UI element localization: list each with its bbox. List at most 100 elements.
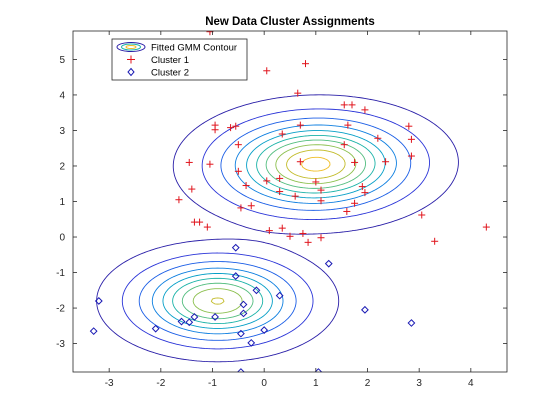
cluster1-point <box>296 121 304 129</box>
cluster1-point <box>227 124 235 132</box>
cluster1-point <box>265 227 273 235</box>
cluster2-point <box>177 317 186 326</box>
y-tick-label: -2 <box>56 304 65 315</box>
cluster1-point <box>482 223 490 231</box>
cluster1-point <box>317 234 325 242</box>
y-tick-label: 4 <box>59 90 65 101</box>
cluster2-point <box>89 327 98 336</box>
cluster2-point <box>237 329 245 338</box>
cluster1-point <box>232 122 240 130</box>
contour-line <box>172 134 376 325</box>
x-tick-label: -3 <box>105 378 114 389</box>
cluster1-point <box>185 158 193 166</box>
legend-contour-outer <box>116 42 146 52</box>
chart-title: New Data Cluster Assignments <box>205 16 375 28</box>
contour-line <box>192 144 357 314</box>
contour-line <box>96 94 459 363</box>
cluster2-point <box>361 305 369 314</box>
legend-cluster1-marker <box>127 55 135 64</box>
cluster2-point <box>237 368 245 372</box>
cluster1-point <box>361 106 369 114</box>
cluster1-point <box>418 211 426 219</box>
cluster1-point <box>407 152 415 160</box>
cluster1-point <box>304 238 312 246</box>
cluster2-point <box>231 272 240 280</box>
cluster1-point <box>312 178 320 186</box>
legend-label-cluster1: Cluster 1 <box>151 55 189 66</box>
cluster2-point <box>190 313 199 321</box>
cluster1-point <box>276 174 284 182</box>
legend-contour-swatch <box>116 42 146 52</box>
y-tick-label: 3 <box>59 126 65 137</box>
cluster2-point <box>252 286 261 295</box>
cluster1-point <box>188 185 196 193</box>
cluster1-point <box>343 207 351 215</box>
x-tick-label: 1 <box>313 378 319 389</box>
cluster2-point <box>211 313 219 321</box>
cluster1-point <box>242 182 250 190</box>
y-tick-label: 5 <box>59 55 65 66</box>
cluster1-point <box>291 192 299 200</box>
cluster1-point <box>351 158 359 166</box>
cluster2-point <box>314 368 323 372</box>
cluster1-point <box>374 134 382 142</box>
cluster1-point <box>407 135 415 143</box>
x-tick-label: 3 <box>416 378 422 389</box>
cluster1-point <box>317 197 325 205</box>
cluster2-point <box>185 318 194 327</box>
y-tick-label: 1 <box>59 197 65 208</box>
cluster1-point <box>286 232 294 240</box>
x-tick-label: 0 <box>261 378 267 389</box>
y-tick-label: 2 <box>59 161 65 172</box>
y-tick-label: 0 <box>59 233 65 244</box>
cluster1-point <box>405 122 413 130</box>
points-layer <box>89 31 490 372</box>
ticks-layer: -3 -2 -1 0 1 2 3 4 -3 -2 -1 0 1 2 3 4 5 <box>56 31 507 389</box>
legend: Fitted GMM Contour Cluster 1 Cluster 2 <box>111 38 248 81</box>
cluster1-point <box>358 183 366 191</box>
cluster1-point <box>237 204 245 212</box>
cluster1-point <box>361 189 369 197</box>
cluster1-point <box>431 237 439 245</box>
legend-contour-middle <box>121 43 141 51</box>
cluster1-point <box>340 101 348 109</box>
cluster2-point <box>94 297 103 305</box>
cluster1-point <box>196 218 204 226</box>
contour-line <box>162 130 386 329</box>
x-tick-label: -2 <box>156 378 165 389</box>
legend-label-cluster2: Cluster 2 <box>151 68 189 79</box>
cluster1-point <box>296 158 304 166</box>
cluster1-point <box>211 126 219 134</box>
legend-contour-inner <box>125 45 137 49</box>
contour-line <box>210 149 346 305</box>
y-tick-label: -3 <box>56 339 65 350</box>
cluster1-point <box>278 224 286 232</box>
cluster1-point <box>234 141 242 149</box>
cluster1-point <box>276 188 284 196</box>
cluster2-point <box>407 319 416 327</box>
cluster1-point <box>247 202 255 210</box>
cluster1-point <box>348 101 356 109</box>
cluster1-point <box>203 223 211 231</box>
cluster1-point <box>294 89 302 97</box>
cluster2-point <box>247 338 256 347</box>
plot-area: -3 -2 -1 0 1 2 3 4 -3 -2 -1 0 1 2 3 4 5 <box>56 30 508 389</box>
cluster2-point <box>260 326 269 334</box>
cluster1-point <box>317 186 325 194</box>
y-tick-label: -1 <box>56 268 65 279</box>
contour-line <box>121 108 430 350</box>
x-tick-label: 2 <box>365 378 371 389</box>
cluster1-point <box>206 160 214 168</box>
legend-label-contour: Fitted GMM Contour <box>151 43 237 54</box>
cluster2-point <box>275 291 284 300</box>
cluster1-point <box>234 167 242 175</box>
cluster2-point <box>239 309 248 318</box>
cluster1-point <box>351 199 359 207</box>
cluster1-point <box>278 130 286 138</box>
cluster1-point <box>263 67 271 75</box>
cluster1-point <box>344 121 352 129</box>
x-tick-label: 4 <box>468 378 474 389</box>
cluster1-point <box>299 229 307 237</box>
x-tick-label: -1 <box>208 378 217 389</box>
